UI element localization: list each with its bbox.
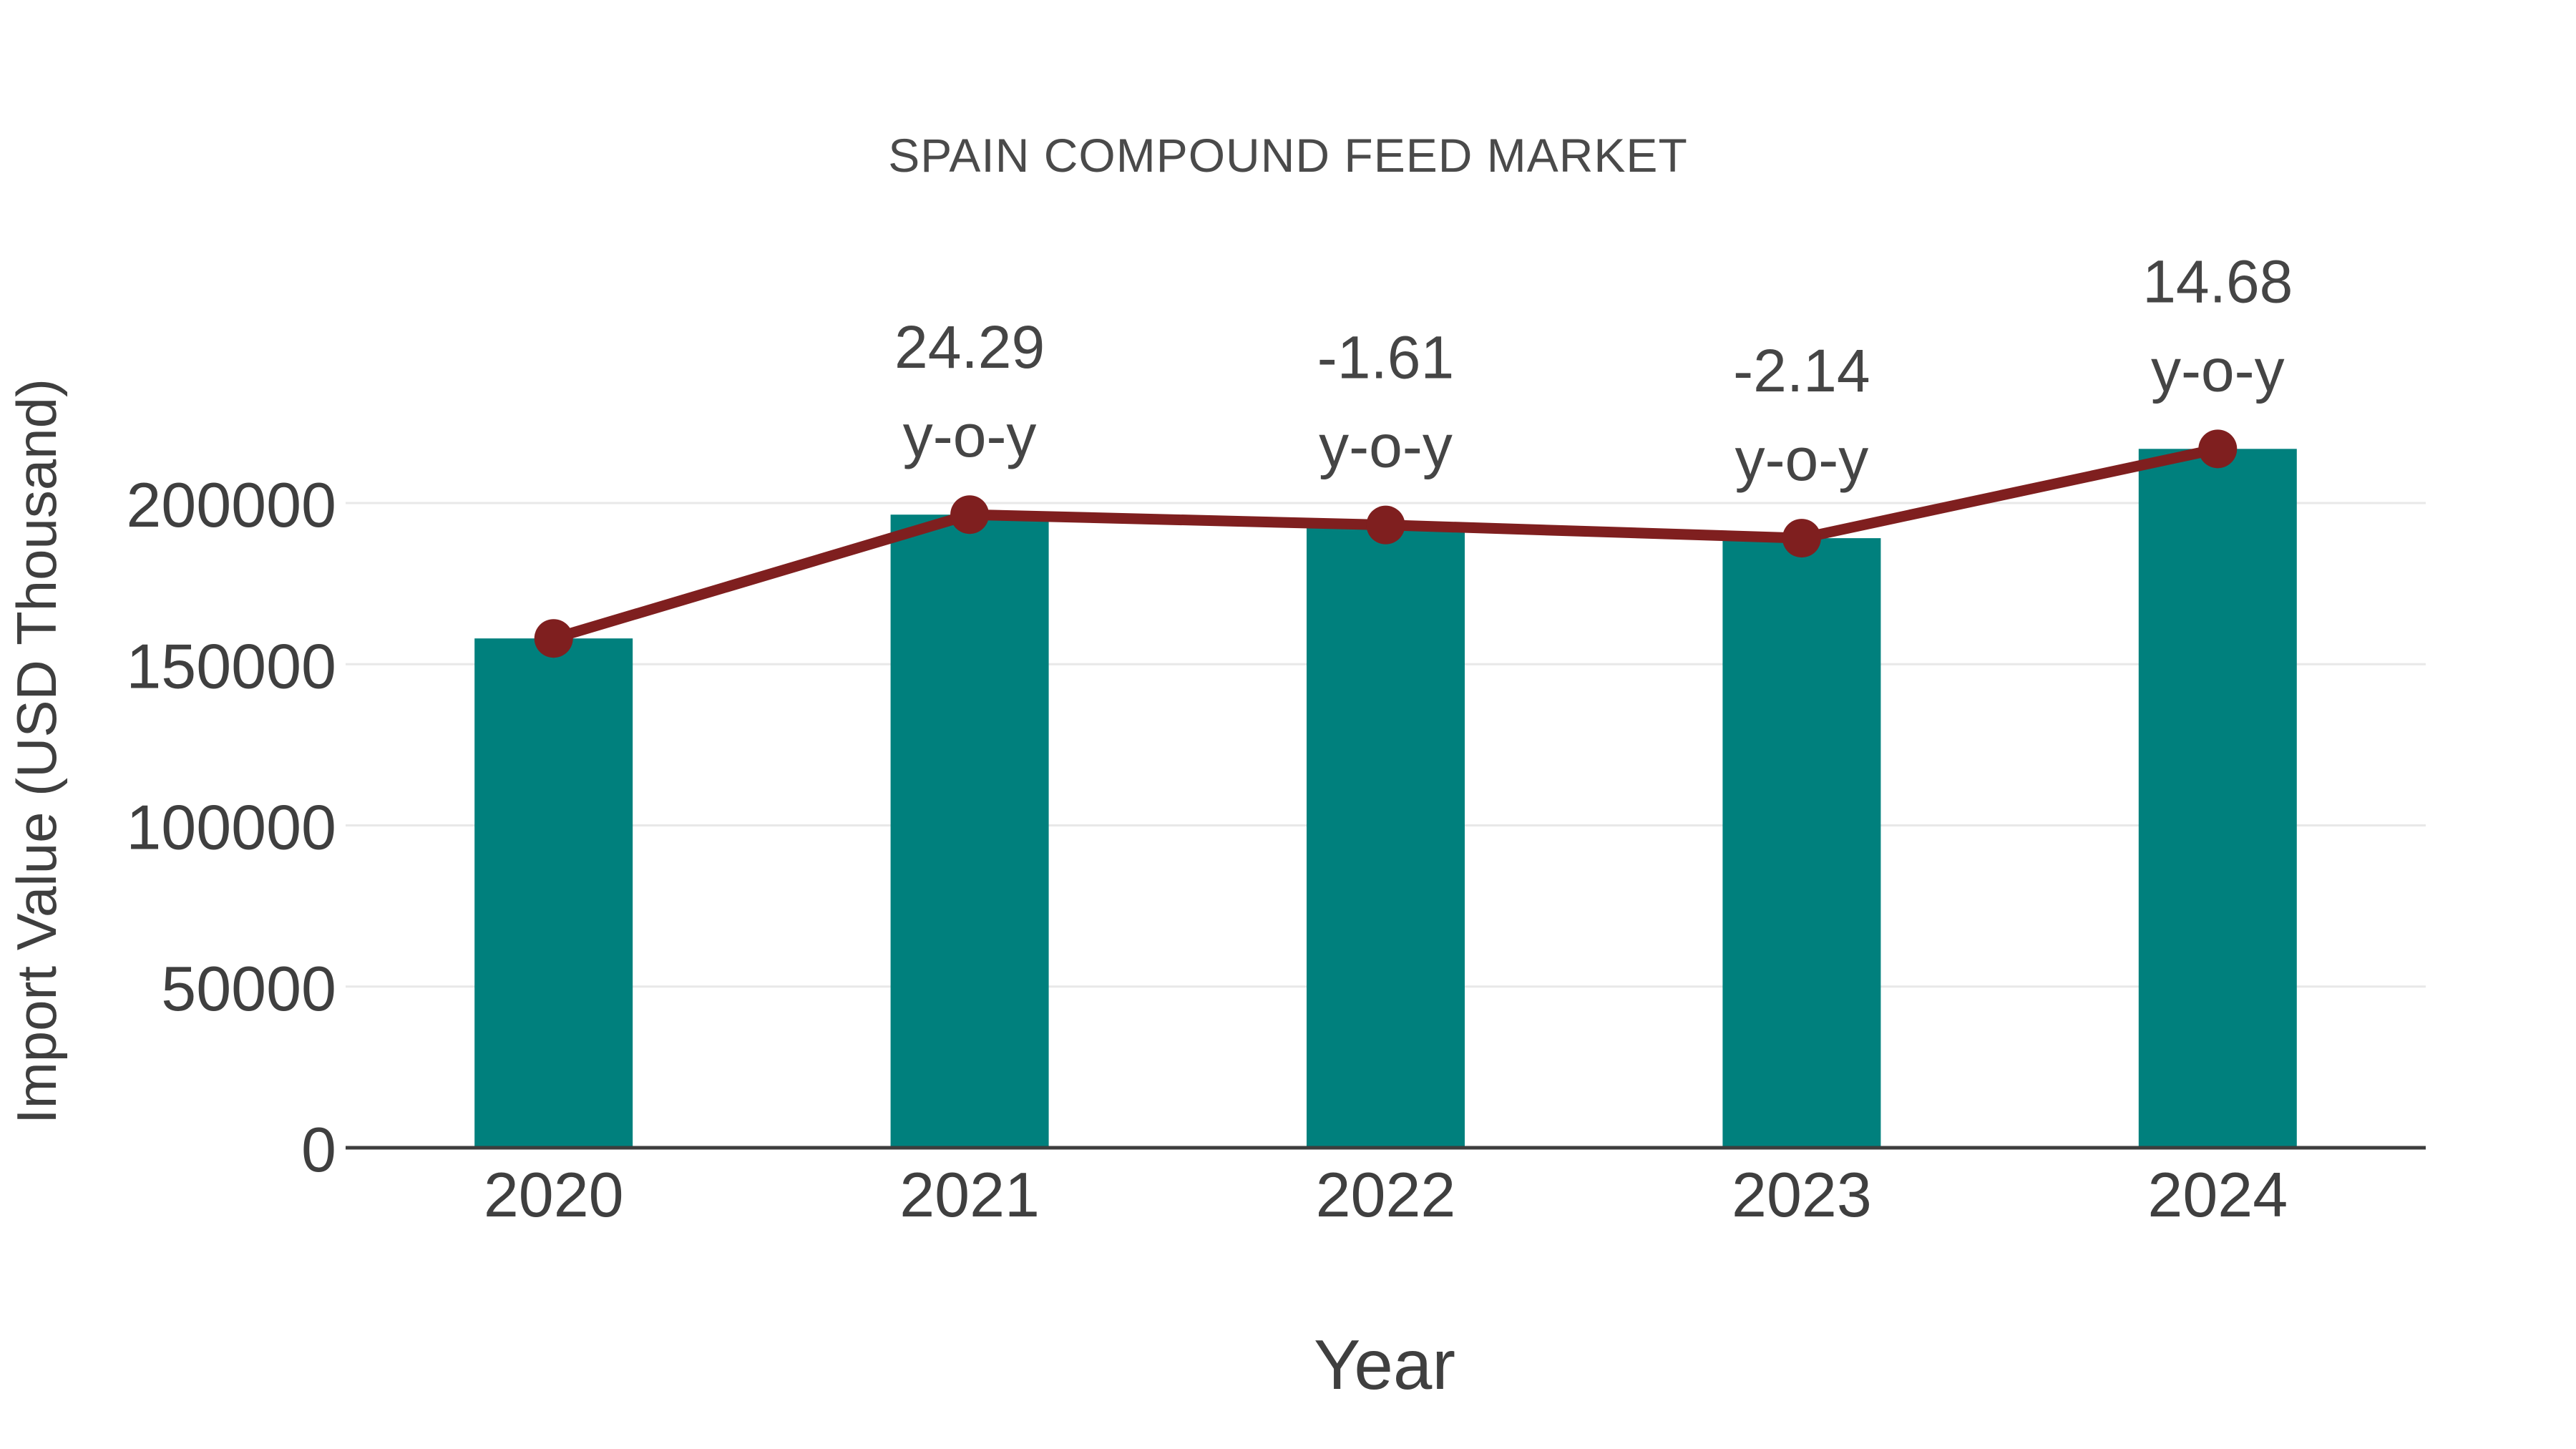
y-tick-label-150000: 150000 <box>126 630 336 701</box>
x-tick-label-2021: 2021 <box>899 1159 1040 1230</box>
bar-series <box>474 449 2297 1148</box>
annotation-suffix-2024: y-o-y <box>2151 336 2285 404</box>
x-tick-label-2023: 2023 <box>1732 1159 1872 1230</box>
bar-2022 <box>1307 525 1465 1148</box>
x-tick-label-2020: 2020 <box>484 1159 624 1230</box>
x-axis-title: Year <box>1314 1325 1455 1404</box>
chart-title: SPAIN COMPOUND FEED MARKET <box>888 129 1688 182</box>
y-tick-label-200000: 200000 <box>126 469 336 540</box>
annotation-value-2024: 14.68 <box>2142 248 2293 315</box>
annotation-suffix-2021: y-o-y <box>903 402 1037 469</box>
bar-2020 <box>474 638 633 1148</box>
annotation-value-2021: 24.29 <box>894 313 1045 381</box>
yoy-annotations: 24.29 y-o-y -1.61 y-o-y -2.14 y-o-y 14.68 y-o-y <box>894 248 2293 493</box>
bar-2021 <box>890 514 1049 1148</box>
trend-marker-2022 <box>1366 505 1405 545</box>
annotation-suffix-2023: y-o-y <box>1735 426 1869 493</box>
bar-2024 <box>2138 449 2297 1148</box>
trend-marker-2021 <box>950 495 990 535</box>
y-axis-title: Import Value (USD Thousand) <box>5 379 68 1124</box>
trend-marker-2024 <box>2198 429 2238 469</box>
y-axis-tick-labels: 0 50000 100000 150000 200000 <box>126 469 336 1185</box>
trend-marker-2020 <box>534 619 573 658</box>
annotation-suffix-2022: y-o-y <box>1319 413 1453 480</box>
x-axis-tick-labels: 2020 2021 2022 2023 2024 <box>484 1159 2288 1230</box>
x-tick-label-2022: 2022 <box>1316 1159 1456 1230</box>
line-series <box>534 429 2238 658</box>
y-tick-label-0: 0 <box>301 1114 336 1185</box>
y-tick-label-50000: 50000 <box>161 953 336 1024</box>
y-tick-label-100000: 100000 <box>126 792 336 863</box>
trend-marker-2023 <box>1782 519 1821 558</box>
annotation-value-2023: -2.14 <box>1733 337 1870 404</box>
annotation-value-2022: -1.61 <box>1317 324 1454 391</box>
x-tick-label-2024: 2024 <box>2147 1159 2288 1230</box>
bar-2023 <box>1722 538 1881 1148</box>
